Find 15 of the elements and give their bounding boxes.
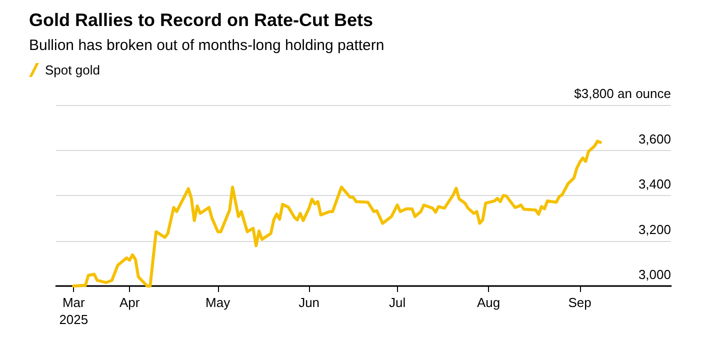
y-tick-label: 3,200 bbox=[638, 222, 671, 237]
y-tick-label: $3,800 an ounce bbox=[574, 86, 671, 101]
x-tick-label: Jul bbox=[389, 295, 406, 310]
x-tick-label: Jun bbox=[298, 295, 320, 310]
chart-subtitle: Bullion has broken out of months-long holding pattern bbox=[29, 37, 384, 54]
x-tick-label: May bbox=[206, 295, 231, 310]
y-tick-label: 3,600 bbox=[638, 131, 671, 146]
y-tick-label: 3,400 bbox=[638, 176, 671, 192]
x-tick-label: Aug bbox=[476, 295, 500, 310]
x-tick-label: Mar 2025 bbox=[59, 295, 88, 327]
legend-label: Spot gold bbox=[45, 62, 100, 78]
x-tick-label: Sep bbox=[568, 295, 592, 310]
chart-title: Gold Rallies to Record on Rate-Cut Bets bbox=[29, 10, 374, 30]
x-tick-label: Apr bbox=[119, 295, 140, 310]
y-tick-label: 3,000 bbox=[638, 267, 671, 282]
